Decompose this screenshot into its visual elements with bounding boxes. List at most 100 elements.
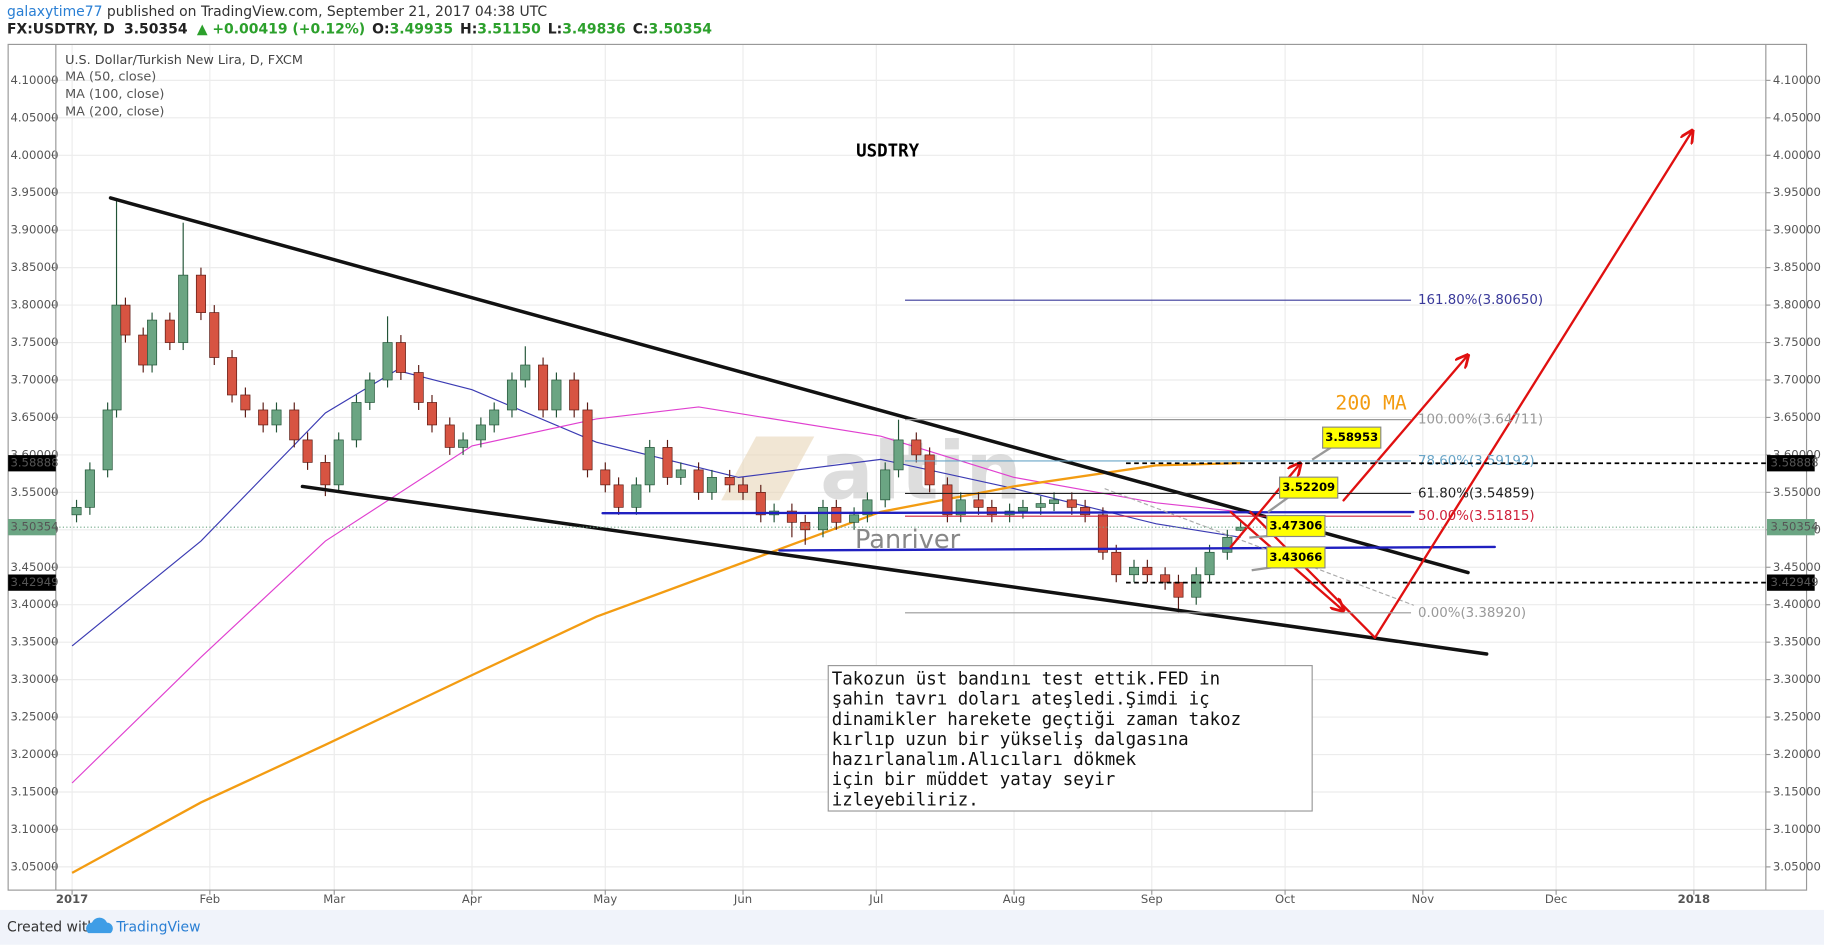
note-box — [827, 665, 1313, 812]
candle-body — [600, 469, 611, 486]
callout-box — [1266, 514, 1326, 538]
x-tick-label: Apr — [462, 892, 482, 906]
candle-body — [831, 506, 842, 523]
y-tick-label: 3.95000 — [1773, 185, 1821, 199]
fib-label: 50.00%(3.51815) — [1418, 509, 1535, 524]
callout-label: 3.47306 — [1269, 519, 1322, 533]
candle-body — [111, 304, 122, 411]
price-label: 3.42949 — [10, 575, 58, 589]
y-tick-label: 3.40000 — [1773, 597, 1821, 611]
price-label: 3.50354 — [10, 520, 58, 534]
y-tick-label: 3.15000 — [1773, 784, 1821, 798]
y-tick-label: 3.25000 — [10, 710, 58, 724]
note-line: dinamikler harekete geçtiği zaman takoz — [832, 710, 1241, 730]
price-label: 3.50354 — [1770, 520, 1818, 534]
candle-body — [120, 304, 131, 336]
y-tick-label: 3.30000 — [10, 672, 58, 686]
support-line — [778, 545, 1496, 552]
candle-body — [893, 439, 904, 471]
candle-body — [613, 484, 624, 508]
y-tick-label: 3.70000 — [1773, 372, 1821, 386]
y-tick-label: 3.55000 — [1773, 485, 1821, 499]
candle-body — [458, 439, 469, 448]
fib-label: 78.60%(3.59192) — [1418, 454, 1535, 469]
candle-body — [351, 402, 362, 441]
candle-body — [1049, 499, 1060, 504]
price: 3.50354 — [124, 21, 188, 37]
x-tick-label: 2018 — [1678, 892, 1710, 906]
candle-body — [662, 447, 673, 478]
legend-entry: MA (50, close) — [65, 69, 156, 84]
ohlc-value: 3.49836 — [562, 21, 625, 37]
y-tick-label: 3.90000 — [10, 223, 58, 237]
candle-body — [862, 499, 873, 516]
published: published on TradingView.com, September … — [103, 4, 548, 20]
y-tick-label: 3.85000 — [1773, 260, 1821, 274]
candle-body — [289, 409, 300, 441]
y-tick-label: 3.95000 — [10, 185, 58, 199]
fib-label: 0.00%(3.38920) — [1418, 606, 1526, 621]
y-tick-label: 3.40000 — [10, 597, 58, 611]
legend-entry: MA (100, close) — [65, 87, 164, 102]
candle-body — [924, 454, 935, 486]
fib-label: 161.80%(3.80650) — [1418, 293, 1543, 308]
note-line: izleyebiliriz. — [832, 790, 979, 810]
y-tick-label: 3.90000 — [1773, 223, 1821, 237]
candle-body — [413, 372, 424, 403]
chart-title: U.S. Dollar/Turkish New Lira, D, FXCM — [65, 53, 303, 68]
candle-body — [84, 469, 95, 508]
plot — [71, 200, 1246, 874]
candle-body — [227, 357, 238, 396]
price-box — [1767, 574, 1815, 591]
symbol: FX:USDTRY, D — [7, 21, 115, 37]
trend-line-lower — [300, 484, 1489, 656]
candle-body — [147, 319, 158, 366]
ohlc-label: O: — [372, 21, 389, 37]
x-tick-label: Aug — [1003, 892, 1026, 906]
x-tick-label: Nov — [1411, 892, 1434, 906]
candle-body — [849, 514, 860, 523]
price-box — [1767, 519, 1815, 536]
x-tick-label: Jun — [733, 892, 752, 906]
price-box — [1767, 455, 1815, 472]
candle-body — [209, 312, 220, 358]
tv-logo — [86, 917, 113, 934]
legend-entry: MA (200, close) — [65, 104, 164, 119]
ma-line — [71, 461, 1241, 874]
ohlc-label: H: — [460, 21, 477, 37]
callout-pointer — [1311, 445, 1333, 461]
y-tick-label: 4.00000 — [1773, 148, 1821, 162]
x-tick-label: Jul — [868, 892, 883, 906]
y-tick-label: 3.85000 — [10, 260, 58, 274]
user[interactable]: galaxytime77 — [7, 4, 103, 20]
x-tick-label: Sep — [1141, 892, 1163, 906]
candle-body — [138, 334, 149, 366]
price-box — [8, 574, 56, 591]
candle-body — [164, 319, 175, 343]
callout-box — [1322, 426, 1382, 449]
candle-body — [631, 484, 642, 508]
footer: Created with TradingView — [0, 909, 1824, 945]
candle-body — [395, 342, 406, 373]
candle-body — [1204, 551, 1215, 576]
candle-body — [1097, 514, 1108, 553]
ohlc-label: C: — [633, 21, 649, 37]
candle-body — [880, 469, 891, 501]
x-tick-label: Mar — [323, 892, 345, 906]
candle-body — [1160, 574, 1171, 583]
x-tick-label: Dec — [1545, 892, 1568, 906]
candle-body — [240, 394, 251, 411]
footer-brand[interactable]: TradingView — [115, 919, 200, 935]
candle-body — [1035, 503, 1046, 508]
candle-body — [644, 447, 655, 486]
ohlc-value: 3.51150 — [477, 21, 541, 37]
chart-label: USDTRY — [856, 141, 919, 161]
footer-bar — [0, 909, 1824, 945]
note-line: kırlıp uzun bir yükseliş dalgasına — [832, 730, 1189, 750]
candle-body — [178, 274, 189, 343]
y-tick-label: 3.20000 — [1773, 747, 1821, 761]
y-tick-label: 3.30000 — [1773, 672, 1821, 686]
candle-body — [1017, 506, 1028, 512]
trend-line-upper — [108, 196, 1470, 575]
